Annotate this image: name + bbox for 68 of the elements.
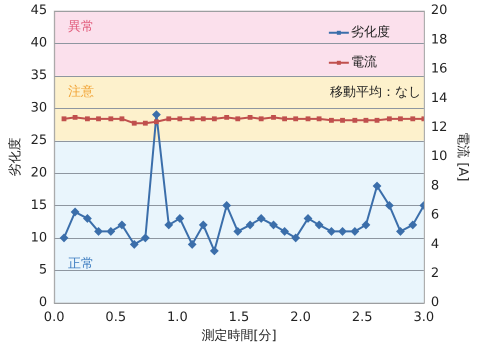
band-label: 正常 bbox=[68, 256, 94, 272]
point bbox=[373, 182, 382, 190]
point bbox=[152, 110, 160, 119]
x-tick-label: 2.0 bbox=[290, 310, 311, 325]
point bbox=[362, 220, 370, 229]
point bbox=[396, 227, 404, 236]
x-tick-label: 3.0 bbox=[414, 310, 434, 325]
point bbox=[60, 234, 68, 242]
y2-tick-label: 8 bbox=[430, 178, 440, 194]
y2-tick-label: 10 bbox=[430, 149, 448, 164]
point bbox=[94, 227, 103, 236]
point bbox=[71, 208, 80, 216]
y2-tick-label: 18 bbox=[430, 32, 448, 48]
x-tick-label: 0.5 bbox=[105, 310, 126, 325]
point bbox=[257, 214, 266, 222]
point bbox=[246, 220, 254, 229]
y-tick-label: 20 bbox=[30, 165, 48, 180]
point bbox=[270, 220, 278, 229]
legend-label: 電流 bbox=[350, 54, 377, 70]
x-tick-label: 0.0 bbox=[44, 310, 64, 325]
y2-tick-label: 16 bbox=[430, 62, 448, 77]
x-tick-label: 1.5 bbox=[228, 310, 250, 325]
x-tick-label: 1.0 bbox=[167, 310, 188, 325]
band-label: 注意 bbox=[68, 84, 94, 100]
point bbox=[234, 227, 242, 236]
annotation: 移動平均：なし bbox=[330, 85, 421, 100]
y-tick-label: 30 bbox=[30, 100, 48, 116]
point bbox=[304, 214, 312, 222]
point bbox=[222, 201, 231, 210]
legend-label: 劣化度 bbox=[350, 24, 390, 40]
band-label: 異常 bbox=[68, 20, 94, 35]
point bbox=[176, 214, 184, 222]
point bbox=[199, 220, 208, 229]
y-tick-label: 35 bbox=[30, 68, 48, 84]
point bbox=[385, 201, 394, 210]
point bbox=[106, 227, 115, 236]
y2-tick-label: 2 bbox=[430, 266, 440, 281]
y2-tick-label: 14 bbox=[430, 90, 448, 106]
y2-tick-label: 6 bbox=[430, 208, 440, 223]
point bbox=[130, 240, 138, 248]
point bbox=[164, 220, 173, 229]
y2-tick-label: 20 bbox=[430, 3, 448, 18]
y-tick-label: 40 bbox=[30, 36, 48, 51]
y2-tick-label: 12 bbox=[430, 120, 448, 135]
point bbox=[338, 227, 347, 236]
x-tick-label: 2.5 bbox=[352, 310, 373, 325]
point bbox=[280, 227, 289, 236]
point bbox=[292, 234, 300, 242]
point bbox=[350, 227, 359, 236]
point bbox=[141, 234, 150, 242]
y-tick-label: 0 bbox=[38, 295, 48, 310]
x-axis-title: 測定時間[分] bbox=[201, 328, 277, 344]
y2-tick-label: 0 bbox=[430, 295, 440, 310]
y2-tick-label: 4 bbox=[430, 236, 440, 252]
point bbox=[83, 214, 92, 222]
point bbox=[118, 220, 126, 229]
point bbox=[408, 220, 417, 229]
y-tick-label: 10 bbox=[30, 230, 48, 246]
y-tick-label: 15 bbox=[30, 198, 48, 213]
y-tick-label: 5 bbox=[38, 262, 48, 278]
y-axis-title: 劣化度 bbox=[7, 137, 24, 176]
point bbox=[327, 227, 336, 236]
point bbox=[188, 240, 196, 248]
y2-axis-title: 電流 [A] bbox=[454, 132, 471, 182]
point bbox=[210, 246, 218, 255]
y-tick-label: 45 bbox=[30, 3, 48, 18]
point bbox=[315, 220, 324, 229]
y-tick-label: 25 bbox=[30, 132, 48, 148]
